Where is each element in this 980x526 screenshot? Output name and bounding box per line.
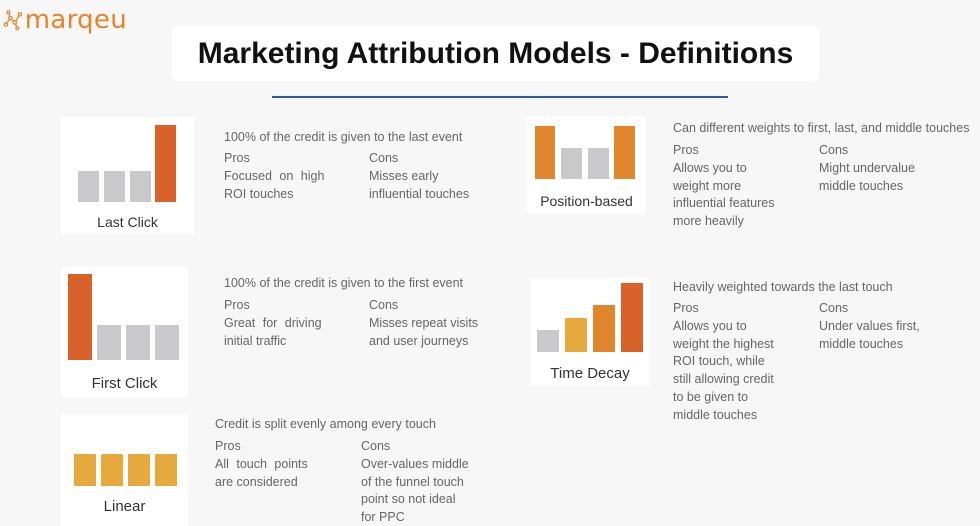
first-click-description: 100% of the credit is given to the first… <box>224 276 464 290</box>
time-decay-label: Time Decay <box>550 365 630 382</box>
pros-line: influential features <box>673 196 775 211</box>
cons-heading: Cons <box>369 151 399 165</box>
pros-heading: Pros <box>224 298 250 312</box>
pros-line: Focused on high <box>224 168 325 183</box>
cons-line: Misses early <box>369 168 439 183</box>
cons-heading: Cons <box>361 439 391 453</box>
pros-heading: Pros <box>673 143 699 157</box>
marqeu-logo: marqeu <box>2 2 127 38</box>
cons-line: and user journeys <box>369 333 469 348</box>
cons-line: Over-values middle <box>361 456 469 471</box>
pros-heading: Pros <box>224 151 250 165</box>
page-title: Marketing Attribution Models - Definitio… <box>197 36 794 70</box>
position-based-description: Can different weights to first, last, an… <box>673 121 970 135</box>
cons-line: for PPC <box>361 510 405 525</box>
linear-bar-2 <box>101 454 123 486</box>
cons-line: point so not ideal <box>361 492 456 507</box>
linear-bar-3 <box>128 454 150 486</box>
time-decay-description: Heavily weighted towards the last touch <box>673 280 893 294</box>
linear-cons: Cons Over-values middle of the funnel to… <box>361 438 491 526</box>
brand-name: marqeu <box>24 5 127 35</box>
last-click-description: 100% of the credit is given to the last … <box>224 130 463 144</box>
cons-line: middle touches <box>819 178 904 193</box>
linear-bar-1 <box>74 454 96 486</box>
linear-description: Credit is split evenly among every touch <box>215 417 436 431</box>
position-based-bar-1 <box>535 126 555 179</box>
last-click-bar-4 <box>155 125 176 202</box>
first-click-bar-3 <box>126 325 150 360</box>
pros-line: Allows you to <box>673 160 747 175</box>
pros-heading: Pros <box>215 439 241 453</box>
time-decay-cons: Cons Under values first, middle touches <box>819 300 959 353</box>
first-click-bar-4 <box>155 325 179 360</box>
title-banner: Marketing Attribution Models - Definitio… <box>172 26 819 81</box>
position-based-card: Position-based <box>527 116 646 213</box>
last-click-cons: Cons Misses early influential touches <box>369 150 499 203</box>
first-click-bar-1 <box>68 274 92 360</box>
cons-line: Under values first, <box>819 318 920 333</box>
time-decay-bar-3 <box>593 305 615 352</box>
cons-line: middle touches <box>819 336 904 351</box>
pros-line: to be given to <box>673 389 749 404</box>
first-click-cons: Cons Misses repeat visits and user journ… <box>369 297 499 350</box>
position-based-bar-2 <box>561 148 582 179</box>
position-based-label: Position-based <box>540 193 633 209</box>
position-based-pros: Pros Allows you to weight more influenti… <box>673 142 803 231</box>
linear-label: Linear <box>103 498 146 515</box>
pros-line: ROI touch, while <box>673 354 765 369</box>
cons-line: Might undervalue <box>819 160 915 175</box>
pros-heading: Pros <box>673 301 699 315</box>
time-decay-bar-2 <box>565 318 587 352</box>
linear-pros: Pros All touch points are considered <box>215 438 325 491</box>
time-decay-bar-1 <box>537 330 559 352</box>
cons-line: Misses repeat visits <box>369 315 479 330</box>
title-divider <box>272 96 728 98</box>
position-based-bar-4 <box>614 126 635 179</box>
last-click-card: Last Click <box>61 117 194 234</box>
cons-line: influential touches <box>369 186 470 201</box>
pros-line: Great for driving <box>224 315 322 330</box>
first-click-label: First Click <box>91 375 158 392</box>
cons-heading: Cons <box>819 301 849 315</box>
pros-line: All touch points <box>215 456 308 471</box>
position-based-bar-3 <box>588 148 609 179</box>
last-click-bar-3 <box>130 171 151 202</box>
first-click-card: First Click <box>61 267 188 397</box>
time-decay-pros: Pros Allows you to weight the highest RO… <box>673 300 808 425</box>
pros-line: ROI touches <box>224 186 294 201</box>
last-click-pros: Pros Focused on high ROI touches <box>224 150 334 203</box>
pros-line: are considered <box>215 474 298 489</box>
last-click-label: Last Click <box>97 214 158 230</box>
pros-line: more heavily <box>673 214 744 229</box>
time-decay-bar-4 <box>621 283 643 352</box>
linear-card: Linear <box>61 414 188 526</box>
analytics-network-icon <box>3 10 23 31</box>
pros-line: initial traffic <box>224 333 287 348</box>
first-click-pros: Pros Great for driving initial traffic <box>224 297 334 350</box>
last-click-bar-1 <box>78 171 99 202</box>
time-decay-card: Time Decay <box>531 278 649 386</box>
cons-heading: Cons <box>819 143 849 157</box>
cons-heading: Cons <box>369 298 399 312</box>
pros-line: Allows you to <box>673 318 747 333</box>
pros-line: middle touches <box>673 407 758 422</box>
pros-line: still allowing credit <box>673 372 774 387</box>
linear-bar-4 <box>155 454 177 486</box>
pros-line: weight more <box>673 178 742 193</box>
first-click-bar-2 <box>97 325 121 360</box>
cons-line: of the funnel touch <box>361 474 464 489</box>
position-based-cons: Cons Might undervalue middle touches <box>819 142 959 195</box>
pros-line: weight the highest <box>673 336 774 351</box>
last-click-bar-2 <box>104 171 125 202</box>
